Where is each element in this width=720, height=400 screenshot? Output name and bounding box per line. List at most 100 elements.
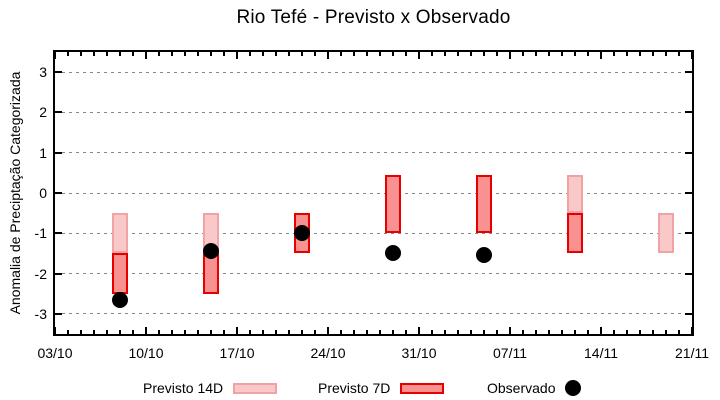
x-tick bbox=[613, 330, 615, 334]
x-tick-label: 07/11 bbox=[493, 345, 527, 361]
x-tick bbox=[626, 330, 628, 334]
x-tick bbox=[470, 52, 472, 56]
x-tick bbox=[249, 330, 251, 334]
legend: Previsto 14D Previsto 7D Observado bbox=[0, 376, 720, 400]
x-tick bbox=[587, 52, 589, 56]
gridline bbox=[55, 111, 692, 113]
x-tick bbox=[366, 52, 368, 56]
x-tick bbox=[548, 52, 550, 56]
x-tick bbox=[236, 327, 238, 334]
y-tick bbox=[55, 71, 62, 74]
x-tick bbox=[574, 52, 576, 56]
x-tick bbox=[93, 330, 95, 334]
x-tick bbox=[327, 327, 329, 334]
y-tick-label: -3 bbox=[34, 305, 47, 322]
y-tick bbox=[685, 272, 692, 275]
x-tick bbox=[379, 330, 381, 334]
gridline bbox=[55, 71, 692, 73]
x-tick bbox=[379, 52, 381, 56]
y-tick-label: -2 bbox=[34, 265, 47, 282]
x-tick bbox=[314, 330, 316, 334]
x-tick bbox=[418, 52, 420, 59]
x-tick bbox=[93, 52, 95, 56]
x-tick bbox=[366, 330, 368, 334]
x-tick bbox=[444, 52, 446, 56]
y-tick-label: 1 bbox=[39, 144, 47, 161]
bar-previsto-14d bbox=[567, 174, 583, 214]
legend-label-observado: Observado bbox=[487, 380, 556, 396]
legend-swatch-previsto-14d-icon bbox=[233, 382, 278, 394]
x-tick bbox=[275, 52, 277, 56]
x-tick bbox=[691, 52, 693, 59]
x-tick bbox=[548, 330, 550, 334]
x-tick bbox=[158, 52, 160, 56]
x-tick bbox=[665, 330, 667, 334]
x-tick bbox=[158, 330, 160, 334]
x-tick bbox=[496, 330, 498, 334]
x-tick bbox=[574, 330, 576, 334]
x-tick bbox=[457, 330, 459, 334]
plot-area bbox=[53, 50, 694, 336]
x-tick bbox=[535, 330, 537, 334]
x-tick bbox=[483, 330, 485, 334]
x-tick bbox=[678, 330, 680, 334]
x-tick bbox=[262, 52, 264, 56]
x-tick bbox=[431, 330, 433, 334]
x-tick bbox=[145, 52, 147, 59]
x-tick bbox=[288, 330, 290, 334]
y-tick-label: 0 bbox=[39, 185, 47, 201]
gridline bbox=[55, 232, 692, 234]
x-tick bbox=[392, 52, 394, 56]
x-tick bbox=[54, 327, 56, 334]
x-tick bbox=[262, 330, 264, 334]
y-tick bbox=[685, 232, 692, 235]
gridline bbox=[55, 273, 692, 275]
x-tick bbox=[184, 52, 186, 56]
x-tick bbox=[613, 52, 615, 56]
x-tick-label: 10/10 bbox=[128, 345, 164, 361]
x-tick-label: 24/10 bbox=[310, 345, 346, 361]
x-tick bbox=[340, 330, 342, 334]
y-tick-label: -1 bbox=[34, 225, 47, 242]
x-tick bbox=[405, 330, 407, 334]
y-tick bbox=[685, 151, 692, 154]
observado-dot bbox=[476, 247, 492, 264]
bar-previsto-7d bbox=[203, 253, 219, 294]
y-tick bbox=[55, 111, 62, 114]
x-tick bbox=[301, 52, 303, 56]
x-tick bbox=[353, 330, 355, 334]
y-tick bbox=[55, 312, 62, 315]
gridline bbox=[55, 313, 692, 315]
x-tick bbox=[80, 52, 82, 56]
legend-label-previsto-7d: Previsto 7D bbox=[318, 380, 391, 396]
x-tick bbox=[171, 52, 173, 56]
x-tick bbox=[639, 330, 641, 334]
chart-title: Rio Tefé - Previsto x Observado bbox=[236, 7, 511, 28]
legend-dot-observado-icon bbox=[565, 380, 582, 396]
x-tick bbox=[210, 330, 212, 334]
x-tick bbox=[132, 330, 134, 334]
x-tick bbox=[535, 52, 537, 56]
x-tick bbox=[509, 52, 511, 59]
bar-previsto-7d bbox=[112, 253, 128, 294]
x-tick bbox=[561, 52, 563, 56]
x-tick-label: 21/11 bbox=[675, 345, 709, 361]
x-tick bbox=[600, 327, 602, 334]
x-tick bbox=[223, 52, 225, 56]
x-tick bbox=[418, 327, 420, 334]
x-tick bbox=[171, 330, 173, 334]
bar-previsto-14d bbox=[658, 213, 674, 254]
x-tick bbox=[496, 52, 498, 56]
x-tick bbox=[119, 52, 121, 56]
x-tick bbox=[223, 330, 225, 334]
x-tick-label: 14/11 bbox=[584, 345, 618, 361]
observado-dot bbox=[294, 225, 310, 242]
x-tick bbox=[691, 327, 693, 334]
x-tick bbox=[249, 52, 251, 56]
y-tick bbox=[55, 232, 62, 235]
x-tick bbox=[639, 52, 641, 56]
x-tick bbox=[132, 52, 134, 56]
bar-previsto-7d bbox=[385, 174, 401, 234]
x-tick bbox=[67, 52, 69, 56]
x-tick bbox=[184, 330, 186, 334]
